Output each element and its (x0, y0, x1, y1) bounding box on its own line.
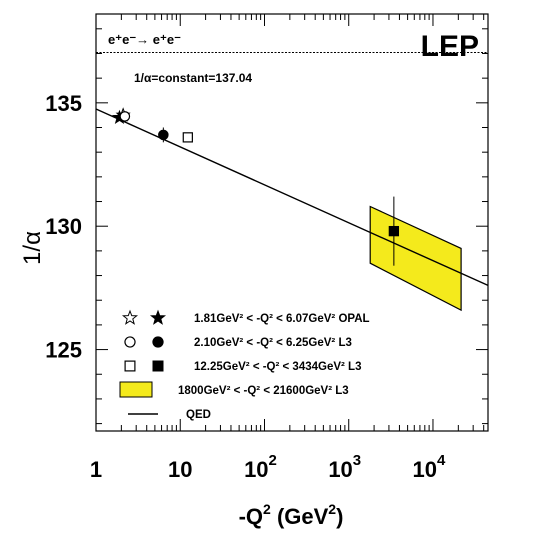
y-axis-title: 1/α (19, 231, 46, 265)
collaboration-label: LEP (421, 30, 479, 63)
x-axis-title-unit: (GeV (271, 504, 329, 529)
qed-line (95, 108, 489, 287)
point-layer (111, 107, 400, 266)
plot-frame (95, 13, 489, 432)
x-tick-label-base: 10 (168, 457, 192, 482)
legend-open-marker (124, 336, 136, 348)
legend-label: 1.81GeV² < -Q² < 6.07GeV² OPAL (194, 313, 370, 325)
x-tick-labels: 1 10 102 103 104 (90, 452, 446, 482)
x-tick-label: 104 (413, 452, 446, 482)
legend-filled-marker (152, 336, 164, 348)
x-tick-label-exponent: 2 (269, 452, 277, 469)
qed-line-layer (95, 108, 489, 287)
x-tick-label-base: 10 (328, 457, 352, 482)
y-tick-label: 135 (45, 91, 82, 116)
x-axis-title-exp1: 2 (263, 501, 271, 517)
x-tick-label: 1 (90, 457, 102, 482)
legend-open-marker (121, 309, 139, 325)
uncertainty-band (369, 205, 462, 312)
x-tick-label-base: 10 (244, 457, 268, 482)
x-tick-label: 10 (168, 457, 192, 482)
x-tick-label: 103 (328, 452, 361, 482)
tick-layer (95, 14, 488, 431)
x-axis-title-main: -Q (239, 504, 263, 529)
data-point-circle-open (119, 111, 131, 122)
y-tick-labels: 125 130 135 (45, 91, 82, 363)
legend-filled-marker (149, 309, 167, 325)
data-point-circle-filled (158, 129, 169, 141)
x-tick-label-base: 1 (90, 457, 102, 482)
y-tick-label: 125 (45, 338, 82, 363)
constant-line-label: 1/α=constant=137.04 (134, 71, 252, 85)
legend: 1.81GeV² < -Q² < 6.07GeV² OPAL 2.10GeV² <… (119, 309, 370, 421)
legend-label: 12.25GeV² < -Q² < 3434GeV² L3 (194, 361, 361, 373)
data-point-square-open (182, 132, 193, 143)
y-tick-label: 130 (45, 214, 82, 239)
band-layer (369, 205, 462, 312)
legend-label: 1800GeV² < -Q² < 21600GeV² L3 (178, 385, 349, 397)
legend-label: QED (186, 409, 211, 421)
process-label: e⁺e⁻→ e⁺e⁻ (108, 32, 181, 47)
x-tick-label: 102 (244, 452, 277, 482)
x-tick-label-exponent: 3 (353, 452, 361, 469)
legend-band-swatch (119, 381, 153, 398)
legend-filled-marker (152, 360, 164, 372)
x-axis-title: -Q2 (GeV2) (239, 501, 344, 529)
data-point-square-filled (388, 225, 400, 237)
legend-label: 2.10GeV² < -Q² < 6.25GeV² L3 (194, 337, 352, 349)
x-axis-title-exp2: 2 (328, 501, 336, 517)
legend-open-marker (124, 360, 136, 372)
x-axis-title-close: ) (336, 504, 343, 529)
x-tick-label-base: 10 (413, 457, 437, 482)
x-tick-label-exponent: 4 (437, 452, 446, 469)
